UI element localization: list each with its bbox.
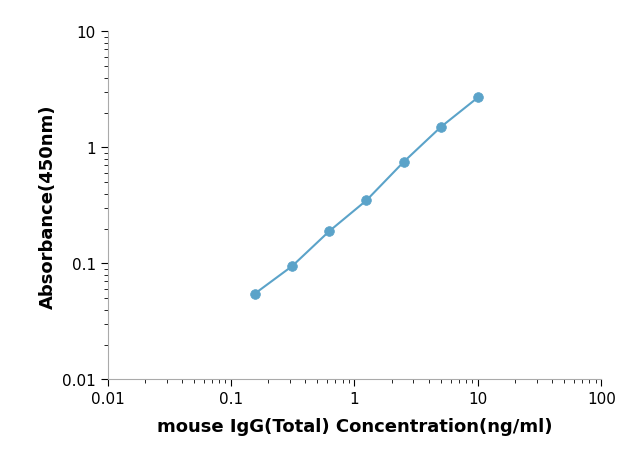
X-axis label: mouse IgG(Total) Concentration(ng/ml): mouse IgG(Total) Concentration(ng/ml) [157,418,552,436]
Y-axis label: Absorbance(450nm): Absorbance(450nm) [39,104,56,308]
